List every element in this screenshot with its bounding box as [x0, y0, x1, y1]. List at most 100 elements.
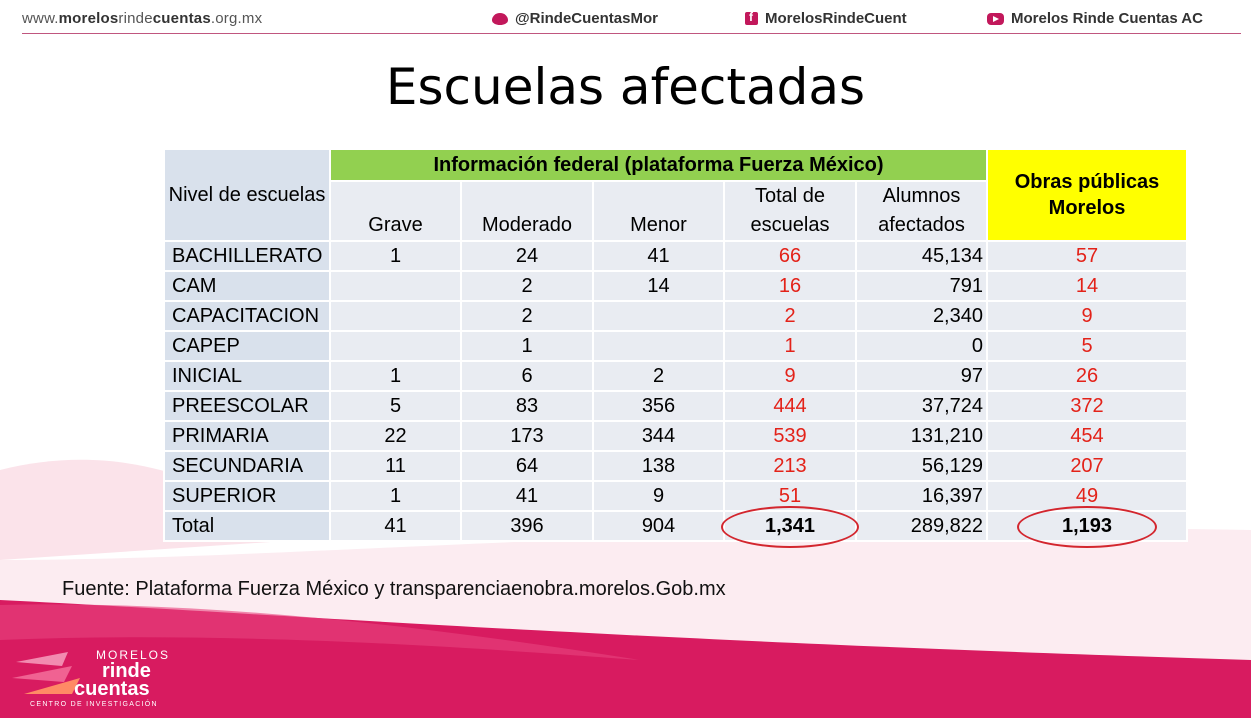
header-divider: [22, 33, 1241, 34]
cell-total: 16: [723, 270, 857, 302]
cell-moderado: 83: [460, 390, 594, 422]
cell-grave: 22: [329, 420, 462, 452]
header-moderado: Moderado: [460, 180, 594, 242]
cell-alumnos: 97: [855, 360, 988, 392]
cell-moderado: 64: [460, 450, 594, 482]
cell-nivel: SECUNDARIA: [163, 450, 331, 482]
cell-obras: 372: [986, 390, 1188, 422]
cell-alumnos: 2,340: [855, 300, 988, 332]
header-bar: www.morelosrindecuentas.org.mx @RindeCue…: [0, 0, 1251, 36]
total-label: Total: [163, 510, 331, 542]
cell-menor: 138: [592, 450, 725, 482]
table-row: CAM 2 14 16 791 14: [163, 270, 1188, 302]
cell-grave: 11: [329, 450, 462, 482]
cell-grave: 5: [329, 390, 462, 422]
cell-menor: 356: [592, 390, 725, 422]
cell-total: 66: [723, 240, 857, 272]
table-row: PREESCOLAR 5 83 356 444 37,724 372: [163, 390, 1188, 422]
cell-alumnos: 56,129: [855, 450, 988, 482]
cell-total: 444: [723, 390, 857, 422]
youtube-icon: [987, 12, 1004, 25]
logo-mark: [12, 652, 80, 694]
cell-grave: [329, 330, 462, 362]
table-row: CAPEP 1 1 0 5: [163, 330, 1188, 362]
logo-text-rinde: rinde: [102, 660, 151, 682]
cell-nivel: PRIMARIA: [163, 420, 331, 452]
highlight-ellipse: [721, 506, 859, 548]
cell-obras: 57: [986, 240, 1188, 272]
schools-table: Nivel de escuelas Información federal (p…: [163, 148, 1188, 548]
cell-moderado: 41: [460, 480, 594, 512]
cell-moderado: 173: [460, 420, 594, 452]
cell-menor: [592, 300, 725, 332]
logo-text-centro: CENTRO DE INVESTIGACIÓN: [30, 701, 158, 708]
cell-nivel: CAPACITACION: [163, 300, 331, 332]
logo-text-morelos: MORELOS: [96, 648, 171, 662]
cell-moderado: 2: [460, 300, 594, 332]
cell-total: 1: [723, 330, 857, 362]
header-grave: Grave: [329, 180, 462, 242]
total-obras: 1,193: [986, 506, 1188, 548]
cell-alumnos: 16,397: [855, 480, 988, 512]
cell-moderado: 2: [460, 270, 594, 302]
table-row: PRIMARIA 22 173 344 539 131,210 454: [163, 420, 1188, 452]
twitter-link[interactable]: @RindeCuentasMor: [492, 10, 658, 27]
cell-alumnos: 0: [855, 330, 988, 362]
total-grave: 41: [329, 510, 462, 542]
total-moderado: 396: [460, 510, 594, 542]
table-row: BACHILLERATO 1 24 41 66 45,134 57: [163, 240, 1188, 272]
cell-total: 213: [723, 450, 857, 482]
header-obras: Obras públicas Morelos: [986, 148, 1188, 242]
cell-total: 539: [723, 420, 857, 452]
cell-nivel: SUPERIOR: [163, 480, 331, 512]
cell-alumnos: 45,134: [855, 240, 988, 272]
total-menor: 904: [592, 510, 725, 542]
header-nivel: Nivel de escuelas: [163, 148, 331, 242]
cell-obras: 5: [986, 330, 1188, 362]
header-federal: Información federal (plataforma Fuerza M…: [329, 148, 988, 182]
logo-text-cuentas: cuentas: [74, 678, 150, 700]
cell-nivel: CAPEP: [163, 330, 331, 362]
cell-obras: 207: [986, 450, 1188, 482]
twitter-icon: [492, 12, 508, 25]
cell-menor: 14: [592, 270, 725, 302]
cell-grave: [329, 270, 462, 302]
total-row: Total 41 396 904 1,341 289,822 1,193: [163, 506, 1188, 548]
logo: MORELOS rinde cuentas CENTRO DE INVESTIG…: [10, 638, 180, 716]
cell-menor: [592, 330, 725, 362]
cell-grave: 1: [329, 480, 462, 512]
cell-nivel: CAM: [163, 270, 331, 302]
cell-moderado: 1: [460, 330, 594, 362]
site-url[interactable]: www.morelosrindecuentas.org.mx: [22, 10, 263, 27]
cell-total: 9: [723, 360, 857, 392]
table-row: INICIAL 1 6 2 9 97 26: [163, 360, 1188, 392]
header-menor: Menor: [592, 180, 725, 242]
cell-obras: 454: [986, 420, 1188, 452]
cell-moderado: 6: [460, 360, 594, 392]
cell-total: 2: [723, 300, 857, 332]
cell-nivel: PREESCOLAR: [163, 390, 331, 422]
cell-grave: 1: [329, 240, 462, 272]
total-escuelas: 1,341: [721, 506, 859, 548]
cell-menor: 344: [592, 420, 725, 452]
facebook-icon: [745, 10, 758, 25]
page-title: Escuelas afectadas: [385, 58, 866, 116]
cell-alumnos: 791: [855, 270, 988, 302]
highlight-ellipse: [1017, 506, 1157, 548]
table-row: SECUNDARIA 11 64 138 213 56,129 207: [163, 450, 1188, 482]
total-alumnos: 289,822: [855, 510, 988, 542]
cell-obras: 14: [986, 270, 1188, 302]
header-alumnos: Alumnos afectados: [855, 180, 988, 242]
facebook-link[interactable]: MorelosRindeCuent: [745, 10, 907, 27]
cell-menor: 9: [592, 480, 725, 512]
cell-menor: 2: [592, 360, 725, 392]
cell-grave: 1: [329, 360, 462, 392]
cell-obras: 9: [986, 300, 1188, 332]
header-total-escuelas: Total de escuelas: [723, 180, 857, 242]
cell-moderado: 24: [460, 240, 594, 272]
youtube-link[interactable]: Morelos Rinde Cuentas AC: [987, 10, 1203, 27]
table-row: SUPERIOR 1 41 9 51 16,397 49: [163, 480, 1188, 512]
cell-nivel: INICIAL: [163, 360, 331, 392]
table-body: BACHILLERATO 1 24 41 66 45,134 57 CAM 2 14 16 791 14…: [163, 240, 1188, 512]
